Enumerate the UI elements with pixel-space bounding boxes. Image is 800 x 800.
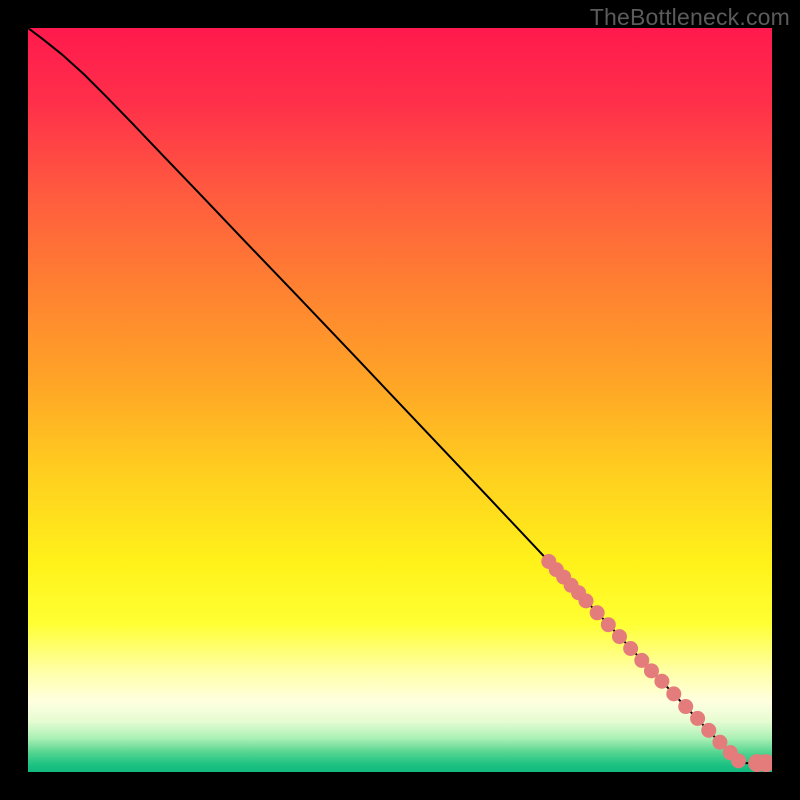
data-marker [758,755,772,772]
data-marker [624,642,638,656]
data-marker [732,754,746,768]
data-marker [667,687,681,701]
data-marker [612,630,626,644]
data-marker [579,594,593,608]
chart-container: TheBottleneck.com [0,0,800,800]
data-marker [679,700,693,714]
plot-svg [28,28,772,772]
data-marker [590,606,604,620]
gradient-background [28,28,772,772]
data-marker [655,674,669,688]
watermark-text: TheBottleneck.com [590,4,790,31]
data-marker [601,618,615,632]
data-marker [644,664,658,678]
data-marker [713,735,727,749]
data-marker [702,723,716,737]
data-marker [691,711,705,725]
